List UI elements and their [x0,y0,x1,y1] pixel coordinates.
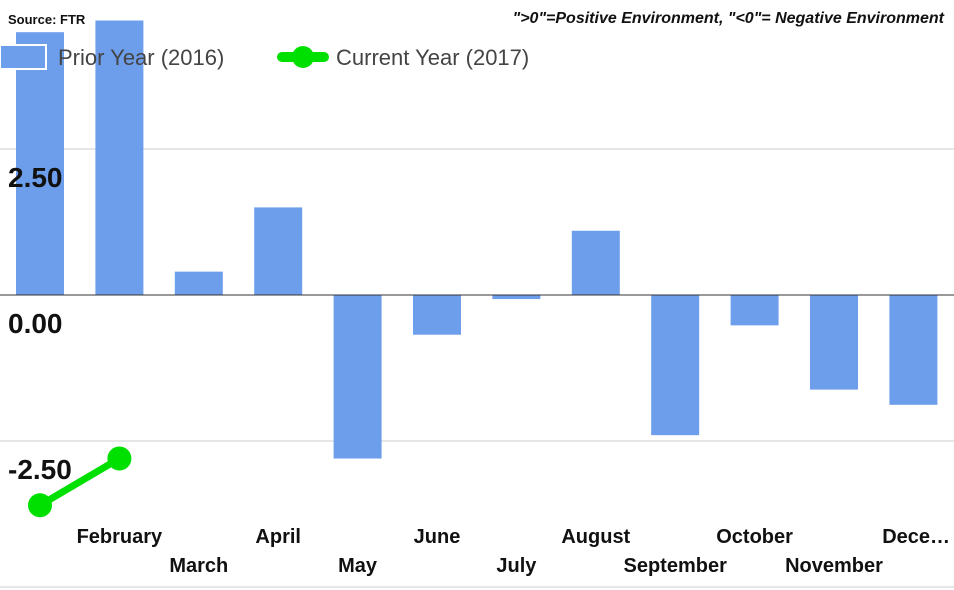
x-tick-label: October [716,526,793,548]
environment-note: ">0"=Positive Environment, "<0"= Negativ… [512,10,944,27]
bar-series [16,20,938,459]
legend: Prior Year (2016) Current Year (2017) [0,44,529,70]
x-axis-ticks: February March April May June July August Septe… [77,526,950,577]
bar-april [254,207,303,295]
y-tick-label: 2.50 [8,162,63,193]
bar-june [413,295,461,335]
x-tick-label: September [624,555,728,577]
x-tick-label: July [496,555,537,577]
bar-march [174,271,223,295]
bar-may [333,295,382,459]
bar-february [95,20,144,296]
x-tick-label: August [561,526,630,548]
y-tick-label: 0.00 [8,308,63,339]
bar-august [571,230,620,295]
line-series [28,446,132,518]
bar-january [16,32,64,295]
bar-december [889,295,938,405]
point-february [107,446,132,471]
x-tick-label: November [785,555,883,577]
source-label: Source: FTR [8,12,86,27]
grid-lines [0,148,954,588]
y-tick-label: -2.50 [8,454,72,485]
legend-marker-current-year [292,46,314,68]
x-tick-label: Dece… [882,526,950,548]
x-tick-label: March [169,555,228,577]
legend-label-current-year: Current Year (2017) [336,45,529,70]
x-tick-label: June [414,526,461,548]
bar-july [492,295,541,300]
bar-october [730,295,779,326]
y-axis-ticks: -2.50 0.00 2.50 [8,162,72,485]
x-tick-label: May [338,555,378,577]
x-tick-label: April [255,526,301,548]
point-january [28,493,52,518]
bar-september [651,295,700,436]
legend-swatch-prior-year [0,44,47,70]
line-current-year [36,455,123,509]
legend-label-prior-year: Prior Year (2016) [58,45,224,70]
x-tick-label: February [77,526,163,548]
bar-november [810,295,858,390]
